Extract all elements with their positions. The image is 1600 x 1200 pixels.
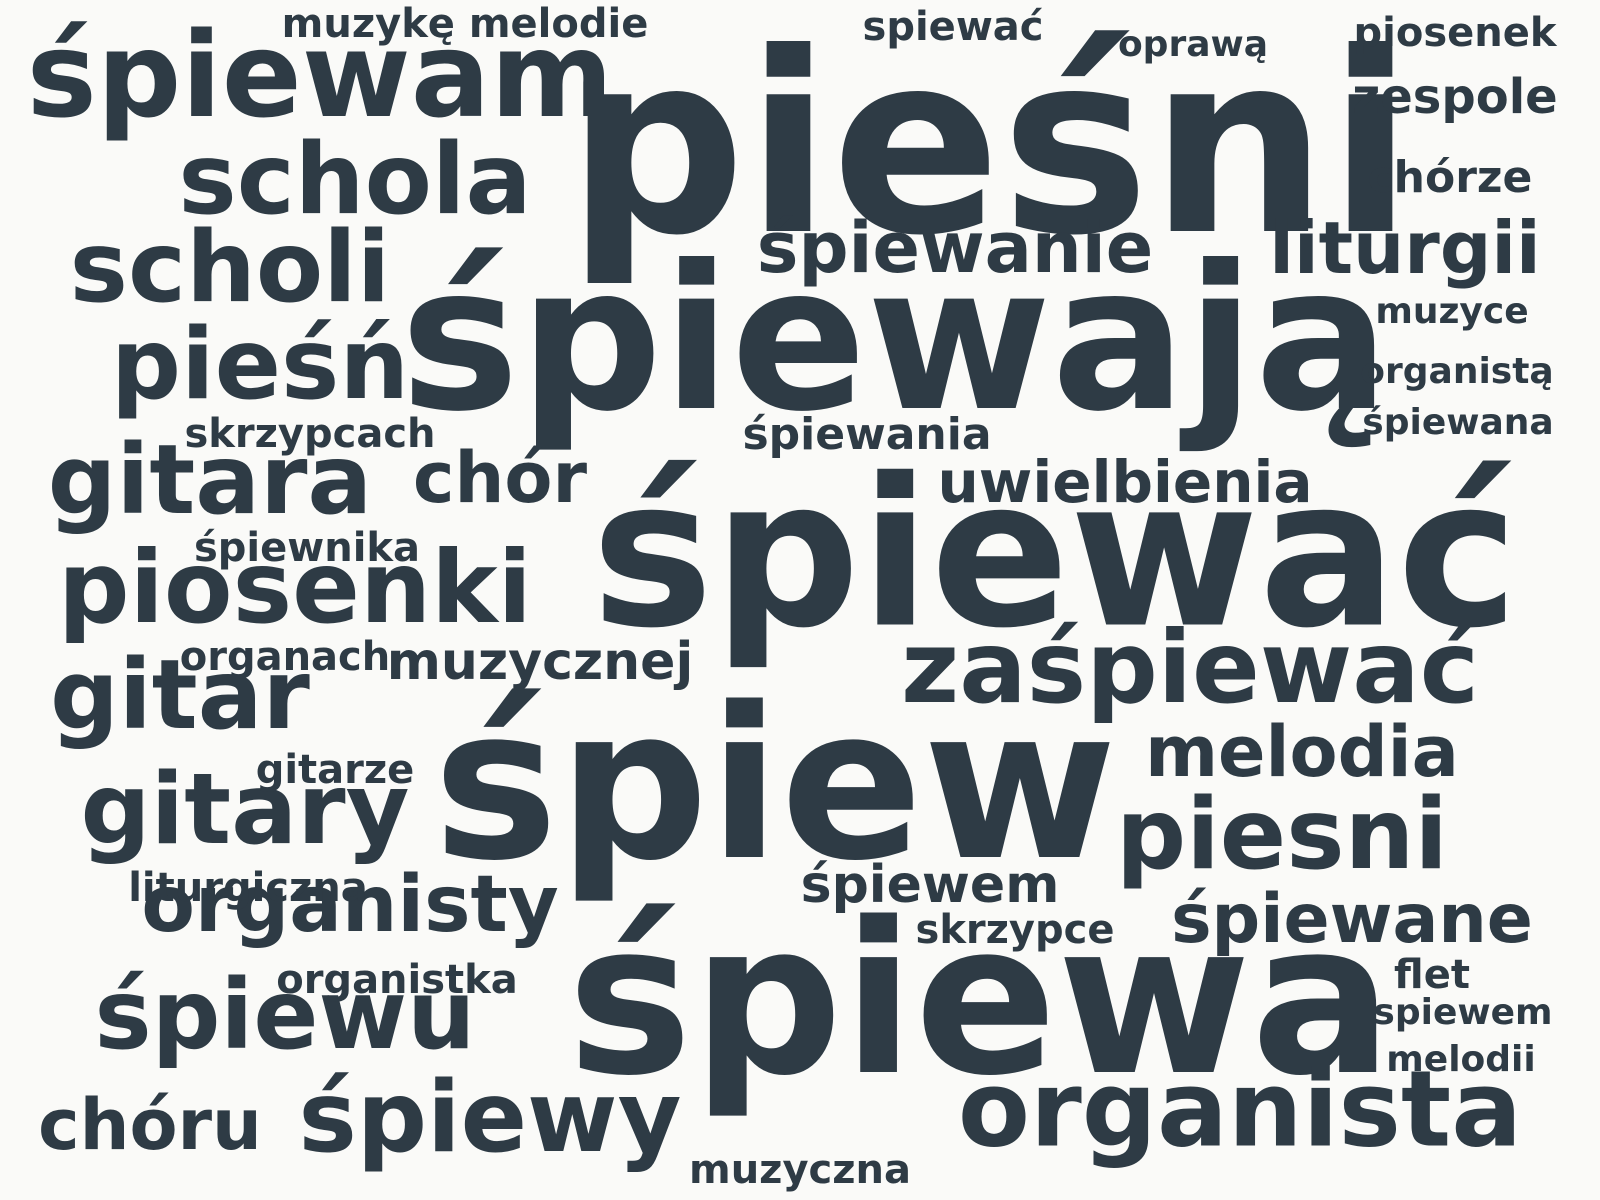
word-piesn: pieśń <box>110 308 410 422</box>
word-chorze: chórze <box>1367 152 1533 203</box>
word-melodia: melodia <box>1145 711 1459 793</box>
word-piosenki: piosenki <box>58 529 532 646</box>
word-chor: chór <box>413 437 587 519</box>
word-spiewam: śpiewam <box>26 6 614 144</box>
word-spiewania: śpiewania <box>742 409 992 460</box>
word-organisty: organisty <box>141 860 559 950</box>
word-spiewane: śpiewane <box>1171 880 1533 959</box>
word-organach: organach <box>179 634 391 680</box>
word-muzycznej: muzycznej <box>386 632 694 692</box>
word-gitary: gitary <box>80 753 410 867</box>
word-spiewac: śpiewać <box>591 435 1519 674</box>
word-flet: flet <box>1394 952 1470 998</box>
word-zaspiewac: zaśpiewać <box>900 609 1480 726</box>
word-skrzypcach: skrzypcach <box>184 411 436 457</box>
word-zespole: zespole <box>1352 69 1558 125</box>
word-muzyczna: muzyczna <box>689 1147 911 1193</box>
word-skrzypce: skrzypce <box>915 907 1115 953</box>
word-spiewy: śpiewy <box>298 1061 682 1175</box>
word-gitar: gitar <box>50 639 310 751</box>
word-spiewu: śpiewu <box>94 959 476 1071</box>
word-organista-inst: organistą <box>1360 351 1554 392</box>
word-muzyce: muzyce <box>1375 291 1529 332</box>
word-liturgii: liturgii <box>1269 206 1541 290</box>
word-uwielbienia: uwielbienia <box>937 448 1313 516</box>
word-piesni: pieśni <box>566 0 1414 290</box>
word-liturgiczna: liturgiczna <box>128 865 368 911</box>
word-choru: chóru <box>38 1084 262 1166</box>
word-oprawa: oprawą <box>1117 24 1269 65</box>
word-gitara: gitara <box>47 424 373 536</box>
word-spiew: śpiew <box>433 662 1117 907</box>
word-muzyke-melodie: muzykę melodie <box>281 1 649 47</box>
word-scholi: scholi <box>69 211 391 325</box>
word-spiewnika: śpiewnika <box>193 525 421 571</box>
word-melodii: melodii <box>1386 1039 1536 1080</box>
word-spiewanie: śpiewanie <box>756 207 1154 289</box>
word-piosenek: piosenek <box>1353 10 1557 56</box>
word-schola: schola <box>178 123 532 237</box>
word-spiewana: śpiewana <box>1362 402 1554 443</box>
word-gitarze: gitarze <box>255 747 415 793</box>
word-piesni-plain: piesni <box>1116 778 1448 892</box>
word-spiewa: śpiewa <box>567 877 1393 1122</box>
word-organistka: organistka <box>276 957 518 1003</box>
word-spiewac-plain: spiewać <box>862 4 1044 50</box>
word-spiewem: śpiewem <box>800 855 1060 915</box>
word-spiewem-plain: spiewem <box>1373 992 1553 1033</box>
word-organista: organista <box>957 1048 1523 1171</box>
word-spiewaja: śpiewają <box>400 223 1390 456</box>
